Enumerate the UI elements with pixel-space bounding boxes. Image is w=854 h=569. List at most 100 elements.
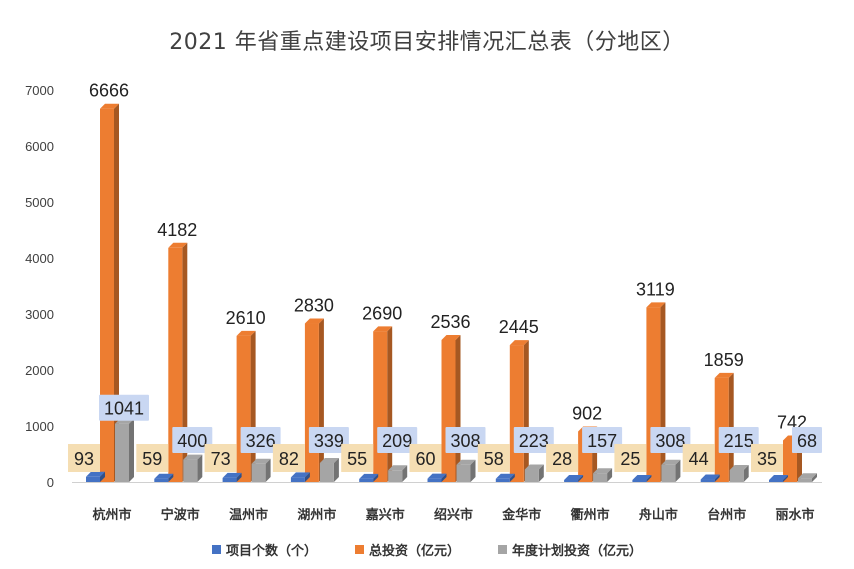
bar-top	[319, 458, 339, 464]
bar-side	[304, 472, 310, 482]
data-label-series-1: 59	[142, 449, 162, 469]
bar-side	[646, 475, 652, 482]
bar-top	[661, 459, 681, 465]
data-label-box-series-1	[477, 444, 510, 472]
data-label-series-2: 2610	[226, 308, 266, 328]
data-label-series-2: 2445	[499, 317, 539, 337]
data-label-box-series-3	[792, 427, 822, 453]
legend: 项目个数（个） 总投资（亿元） 年度计划投资（亿元）	[0, 540, 854, 559]
bar-series-3	[661, 464, 676, 482]
bar-top	[714, 372, 734, 378]
data-label-series-1: 93	[74, 449, 94, 469]
data-label-box-series-3	[172, 427, 213, 453]
data-label-box-series-3	[308, 427, 349, 453]
bar-series-1	[86, 476, 100, 482]
bar-series-3	[115, 423, 129, 482]
bar-series-1	[769, 480, 783, 482]
data-label-box-series-3	[718, 427, 759, 453]
bar-top	[769, 475, 788, 480]
x-tick-label: 嘉兴市	[365, 507, 405, 523]
bar-series-2	[304, 323, 319, 482]
bar-top	[388, 465, 408, 471]
data-label-series-3: 1041	[104, 399, 144, 419]
data-label-box-series-3	[513, 427, 554, 453]
data-label-series-3: 308	[655, 431, 685, 451]
bar-top	[456, 459, 476, 465]
data-label-series-1: 25	[620, 449, 640, 469]
data-label-series-2: 2536	[430, 312, 470, 332]
data-label-series-1: 28	[552, 449, 572, 469]
x-tick-label: 台州市	[707, 507, 746, 523]
bar-top	[168, 242, 188, 248]
bar-side	[578, 475, 584, 482]
bar-series-2	[168, 247, 183, 482]
data-label-box-series-1	[204, 444, 237, 472]
bar-side	[743, 464, 749, 482]
bar-side	[607, 468, 613, 482]
bar-top	[798, 473, 817, 479]
legend-item-series-3: 年度计划投资（亿元）	[498, 540, 642, 559]
y-tick-label: 6000	[25, 139, 54, 154]
y-tick-label: 7000	[25, 83, 54, 98]
bar-side	[168, 473, 174, 482]
data-label-series-3: 209	[382, 431, 412, 451]
bar-series-1	[427, 478, 442, 482]
data-label-series-2: 2830	[294, 296, 334, 316]
bar-top	[646, 302, 666, 308]
bar-top	[236, 330, 256, 336]
data-label-series-1: 35	[757, 449, 777, 469]
bar-series-3	[798, 478, 812, 482]
bar-side	[114, 103, 119, 482]
bar-series-3	[388, 470, 403, 482]
bar-series-1	[564, 480, 579, 482]
bar-top	[729, 464, 749, 470]
data-label-series-3: 326	[246, 431, 276, 451]
data-label-series-1: 82	[279, 449, 299, 469]
bar-top	[700, 474, 720, 480]
bar-series-1	[222, 477, 237, 482]
bar-top	[495, 473, 515, 479]
y-tick-label: 5000	[25, 195, 54, 210]
data-label-series-2: 2690	[362, 303, 402, 323]
x-tick-label: 衢州市	[571, 507, 610, 523]
x-tick-label: 宁波市	[161, 507, 200, 523]
legend-swatch-series-3	[498, 545, 507, 554]
bar-top	[373, 326, 393, 332]
data-label-box-series-3	[582, 427, 623, 453]
bar-side	[509, 473, 515, 482]
data-label-box-series-1	[682, 444, 715, 472]
x-tick-label: 丽水市	[775, 507, 814, 523]
data-label-series-2: 6666	[89, 81, 129, 101]
bar-top	[441, 334, 461, 340]
bar-series-1	[154, 478, 169, 482]
data-label-box-series-1	[751, 444, 783, 472]
bar-top	[154, 473, 174, 479]
bar-series-3	[456, 464, 471, 482]
data-label-series-2: 3119	[636, 279, 675, 299]
bar-side	[675, 459, 681, 482]
data-label-series-3: 215	[724, 431, 754, 451]
bar-side	[523, 340, 529, 482]
bar-series-1	[495, 478, 510, 482]
y-tick-label: 2000	[25, 363, 54, 378]
y-tick-label: 1000	[25, 419, 54, 434]
legend-label-series-3: 年度计划投资（亿元）	[512, 544, 643, 559]
bar-side	[812, 473, 817, 482]
data-label-series-1: 58	[484, 449, 504, 469]
bar-side	[441, 473, 447, 482]
bar-series-2	[509, 345, 524, 482]
bar-top	[222, 472, 242, 478]
data-label-series-3: 339	[314, 431, 344, 451]
x-tick-label: 杭州市	[92, 507, 131, 523]
x-tick-label: 温州市	[229, 507, 268, 523]
bar-side	[373, 473, 379, 482]
bar-series-2	[373, 331, 388, 482]
bar-side	[250, 330, 256, 482]
data-label-series-3: 157	[587, 431, 617, 451]
bar-side	[236, 472, 242, 482]
bar-series-3	[183, 459, 198, 482]
data-label-box-series-1	[341, 444, 374, 472]
bar-series-2	[441, 339, 456, 482]
data-label-series-3: 223	[519, 431, 549, 451]
